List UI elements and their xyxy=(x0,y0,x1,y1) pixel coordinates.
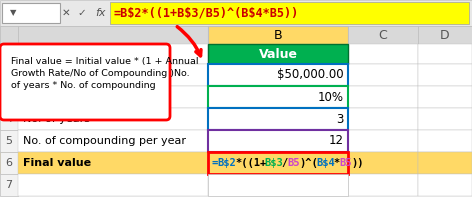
Bar xyxy=(348,130,418,152)
Bar xyxy=(0,130,472,152)
Text: )^(: )^( xyxy=(299,158,318,168)
Bar xyxy=(18,108,208,130)
Bar xyxy=(208,174,348,196)
Bar xyxy=(0,0,472,26)
Bar xyxy=(348,64,418,86)
Text: Final value = Initial value * (1 + Annual
Growth Rate/No of Compounding )No.
of : Final value = Initial value * (1 + Annua… xyxy=(11,57,199,90)
Bar xyxy=(418,108,472,130)
Bar xyxy=(418,26,472,44)
Bar xyxy=(348,26,418,44)
Bar xyxy=(18,64,208,86)
Bar xyxy=(0,26,472,44)
Bar xyxy=(18,86,208,108)
Bar xyxy=(18,130,208,152)
Text: )): )) xyxy=(351,158,364,168)
Text: Final value: Final value xyxy=(23,158,91,168)
FancyBboxPatch shape xyxy=(0,44,170,120)
Text: /: / xyxy=(282,158,288,168)
Text: C: C xyxy=(379,28,388,42)
Text: ✕: ✕ xyxy=(62,8,70,18)
Bar xyxy=(0,174,472,196)
Text: 5: 5 xyxy=(6,136,12,146)
Bar xyxy=(418,152,472,174)
Bar xyxy=(18,152,208,174)
Text: 12: 12 xyxy=(329,134,344,147)
Text: B5: B5 xyxy=(339,158,352,168)
Bar xyxy=(0,64,472,86)
Bar xyxy=(418,44,472,64)
Text: 3: 3 xyxy=(337,112,344,126)
Text: =B$2*((1+B$3/B5)^(B$4*B5)): =B$2*((1+B$3/B5)^(B$4*B5)) xyxy=(113,7,298,19)
Text: fx: fx xyxy=(95,8,105,18)
Text: B$3: B$3 xyxy=(264,158,283,168)
Bar xyxy=(348,174,418,196)
Bar xyxy=(208,86,348,108)
Text: B$4: B$4 xyxy=(316,158,335,168)
Bar xyxy=(0,174,18,196)
Text: No. of years: No. of years xyxy=(23,114,90,124)
Bar xyxy=(208,44,348,64)
Text: ▼: ▼ xyxy=(10,8,17,18)
Bar xyxy=(208,26,348,44)
Text: B5: B5 xyxy=(287,158,300,168)
Text: No. of compounding per year: No. of compounding per year xyxy=(23,136,186,146)
Bar xyxy=(418,86,472,108)
Bar xyxy=(18,26,208,44)
Bar xyxy=(208,108,348,130)
Bar xyxy=(0,44,18,64)
Bar xyxy=(418,64,472,86)
Bar xyxy=(208,130,348,152)
Bar xyxy=(348,152,418,174)
Bar xyxy=(348,108,418,130)
Text: =: = xyxy=(212,158,218,168)
Text: 7: 7 xyxy=(6,180,13,190)
Bar xyxy=(0,26,18,44)
Text: B$2: B$2 xyxy=(218,158,236,168)
Text: 3: 3 xyxy=(6,92,12,102)
Text: *((1+: *((1+ xyxy=(235,158,267,168)
Bar xyxy=(0,130,18,152)
Bar xyxy=(208,64,348,86)
Bar xyxy=(18,44,208,64)
Text: 10%: 10% xyxy=(318,91,344,104)
Bar xyxy=(0,86,18,108)
Bar xyxy=(0,44,472,64)
Bar xyxy=(0,152,18,174)
Bar xyxy=(0,64,18,86)
Bar xyxy=(0,86,472,108)
Text: 2: 2 xyxy=(6,70,13,80)
Bar xyxy=(0,108,472,130)
Bar xyxy=(18,174,208,196)
Text: $50,000.00: $50,000.00 xyxy=(278,69,344,81)
Text: *: * xyxy=(334,158,340,168)
Bar xyxy=(0,108,18,130)
Bar xyxy=(418,130,472,152)
Bar xyxy=(418,174,472,196)
Bar xyxy=(208,152,348,174)
Text: D: D xyxy=(440,28,450,42)
Text: 6: 6 xyxy=(6,158,12,168)
Bar xyxy=(0,152,472,174)
Bar xyxy=(2,3,60,23)
Bar xyxy=(348,44,418,64)
Text: ✓: ✓ xyxy=(77,8,86,18)
Text: 4: 4 xyxy=(6,114,13,124)
Bar xyxy=(348,86,418,108)
Bar xyxy=(110,2,469,24)
Text: Annual growth rate: Annual growth rate xyxy=(23,92,131,102)
Text: B: B xyxy=(274,28,282,42)
Text: Value: Value xyxy=(259,47,297,61)
